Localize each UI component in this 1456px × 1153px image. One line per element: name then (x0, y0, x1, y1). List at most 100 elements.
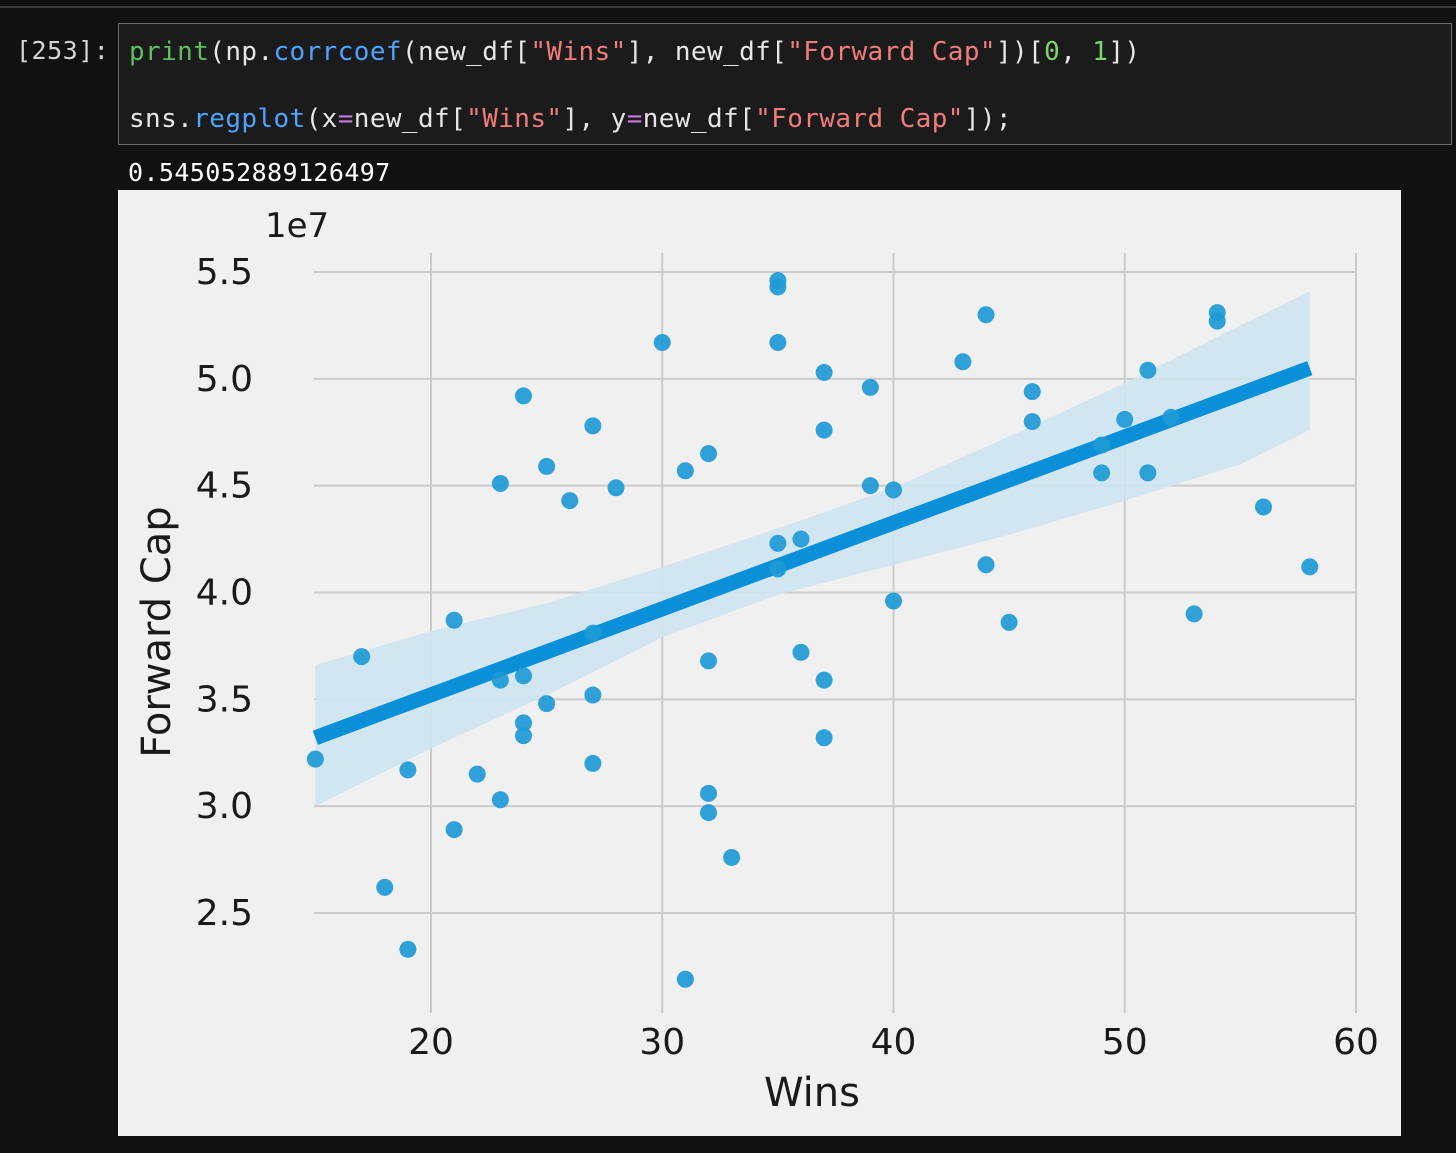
code_line1-token-7: ])[ (995, 37, 1045, 67)
scatter-point-48 (977, 306, 995, 324)
scatter-point-21 (584, 417, 602, 435)
scatter-point-16 (538, 457, 556, 475)
scatter-point-4 (399, 761, 417, 779)
y-offset-label: 1e7 (265, 206, 329, 246)
scatter-point-45 (885, 481, 902, 499)
scatter-point-42 (861, 477, 879, 495)
scatter-point-62 (1301, 558, 1319, 576)
scatter-point-8 (491, 791, 509, 809)
scatter-point-12 (515, 714, 532, 732)
scatter-point-46 (954, 353, 972, 371)
code_line1-token-5: ], new_df[ (626, 37, 788, 67)
scatter-point-17 (561, 492, 579, 510)
code_line1-token-9: , (1060, 37, 1093, 67)
scatter-point-32 (769, 534, 787, 552)
y-tick-label-1: 3.0 (196, 786, 253, 827)
scatter-point-31 (769, 560, 787, 578)
code_line2-token-1: regplot (193, 104, 306, 134)
regplot-output: 20 30 40 50 60 2.5 3.0 3.5 4.0 4.5 5.0 5.5 1e7 Forw… (118, 190, 1401, 1136)
scatter-point-18 (584, 754, 602, 772)
scatter-point-36 (792, 643, 810, 661)
x-tick-label-3: 50 (1102, 1022, 1148, 1063)
tick-labels: 20 30 40 50 60 2.5 3.0 3.5 4.0 4.5 5.0 5.5 (196, 252, 1379, 1063)
code_line2-token-4: new_df[ (353, 104, 467, 134)
scatter-point-3 (399, 940, 417, 958)
scatter-point-13 (515, 667, 532, 685)
scatter-point-14 (515, 387, 532, 405)
y-tick-label-0: 2.5 (196, 893, 253, 934)
scatter-point-9 (491, 671, 509, 689)
scatter-points (306, 272, 1319, 988)
x-axis-label: Wins (764, 1070, 860, 1116)
x-tick-label-4: 60 (1333, 1022, 1379, 1063)
code_line1-token-0: print (129, 37, 210, 67)
y-tick-label-3: 4.0 (196, 573, 253, 614)
figure-background (118, 190, 1401, 1136)
code-line-1[interactable]: print(np.corrcoef(new_df["Wins"], new_df… (129, 34, 1140, 70)
scatter-point-52 (1093, 464, 1111, 482)
scatter-point-0 (306, 750, 324, 768)
scatter-point-27 (700, 784, 717, 802)
scatter-point-25 (676, 462, 694, 480)
scatter-point-33 (769, 334, 787, 352)
scatter-point-22 (607, 479, 625, 497)
scatter-point-55 (1139, 464, 1157, 482)
code_line2-token-9: "Forward Cap" (755, 104, 964, 134)
code_line2-token-5: "Wins" (466, 104, 563, 134)
code_line2-token-7: = (626, 104, 643, 134)
code_line1-token-6: "Forward Cap" (787, 37, 996, 67)
scatter-point-35 (769, 272, 787, 290)
code_line2-token-2: (x (305, 104, 338, 134)
cell-output-text: 0.545052889126497 (128, 158, 391, 187)
scatter-point-1 (353, 648, 371, 666)
scatter-point-10 (491, 475, 509, 493)
scatter-point-53 (1093, 436, 1111, 454)
scatter-point-19 (584, 686, 602, 704)
scatter-point-24 (676, 970, 694, 988)
x-tick-label-1: 30 (639, 1022, 685, 1063)
scatter-point-23 (653, 334, 671, 352)
code_line2-token-8: new_df[ (642, 104, 756, 134)
y-tick-label-5: 5.0 (196, 359, 253, 400)
regression-line (312, 361, 1313, 745)
scatter-point-58 (1185, 605, 1203, 623)
scatter-point-40 (815, 421, 833, 439)
code_line2-token-0: sns. (129, 104, 194, 134)
scatter-point-38 (815, 729, 833, 747)
scatter-point-44 (885, 592, 902, 610)
scatter-point-20 (584, 624, 602, 642)
code_line1-token-11: ]) (1108, 37, 1141, 67)
scatter-point-47 (977, 556, 995, 574)
y-tick-label-2: 3.5 (196, 679, 253, 720)
scatter-point-41 (815, 363, 833, 381)
code_line1-token-3: (new_df[ (401, 37, 531, 67)
cell-prompt: [253]: (16, 36, 110, 65)
scatter-point-15 (538, 695, 556, 713)
scatter-point-51 (1023, 383, 1041, 401)
code_line2-token-10: ]); (963, 104, 1012, 134)
top-divider (0, 6, 1456, 8)
scatter-point-26 (700, 804, 717, 822)
scatter-point-11 (515, 727, 532, 745)
code_line2-token-6: ], y (562, 104, 627, 134)
scatter-point-39 (815, 671, 833, 689)
x-tick-label-0: 20 (408, 1022, 454, 1063)
code_line1-token-2: corrcoef (273, 37, 402, 67)
scatter-point-29 (700, 445, 717, 463)
grid-lines (314, 253, 1357, 1013)
scatter-point-50 (1023, 413, 1041, 431)
scatter-point-2 (376, 878, 394, 896)
x-tick-label-2: 40 (871, 1022, 917, 1063)
y-tick-label-4: 4.5 (196, 466, 253, 507)
regression-fit-line (312, 361, 1313, 745)
code_line2-token-3: = (337, 104, 354, 134)
scatter-point-57 (1162, 408, 1180, 426)
y-axis-label: Forward Cap (134, 506, 180, 757)
scatter-point-49 (1000, 613, 1018, 631)
code-line-2[interactable]: sns.regplot(x=new_df["Wins"], y=new_df["… (129, 101, 1012, 137)
scatter-point-6 (445, 611, 463, 629)
code-cell-editor[interactable]: print(np.corrcoef(new_df["Wins"], new_df… (118, 23, 1452, 145)
scatter-point-7 (468, 765, 486, 783)
code_line1-token-10: 1 (1092, 37, 1109, 67)
scatter-point-60 (1208, 304, 1226, 322)
